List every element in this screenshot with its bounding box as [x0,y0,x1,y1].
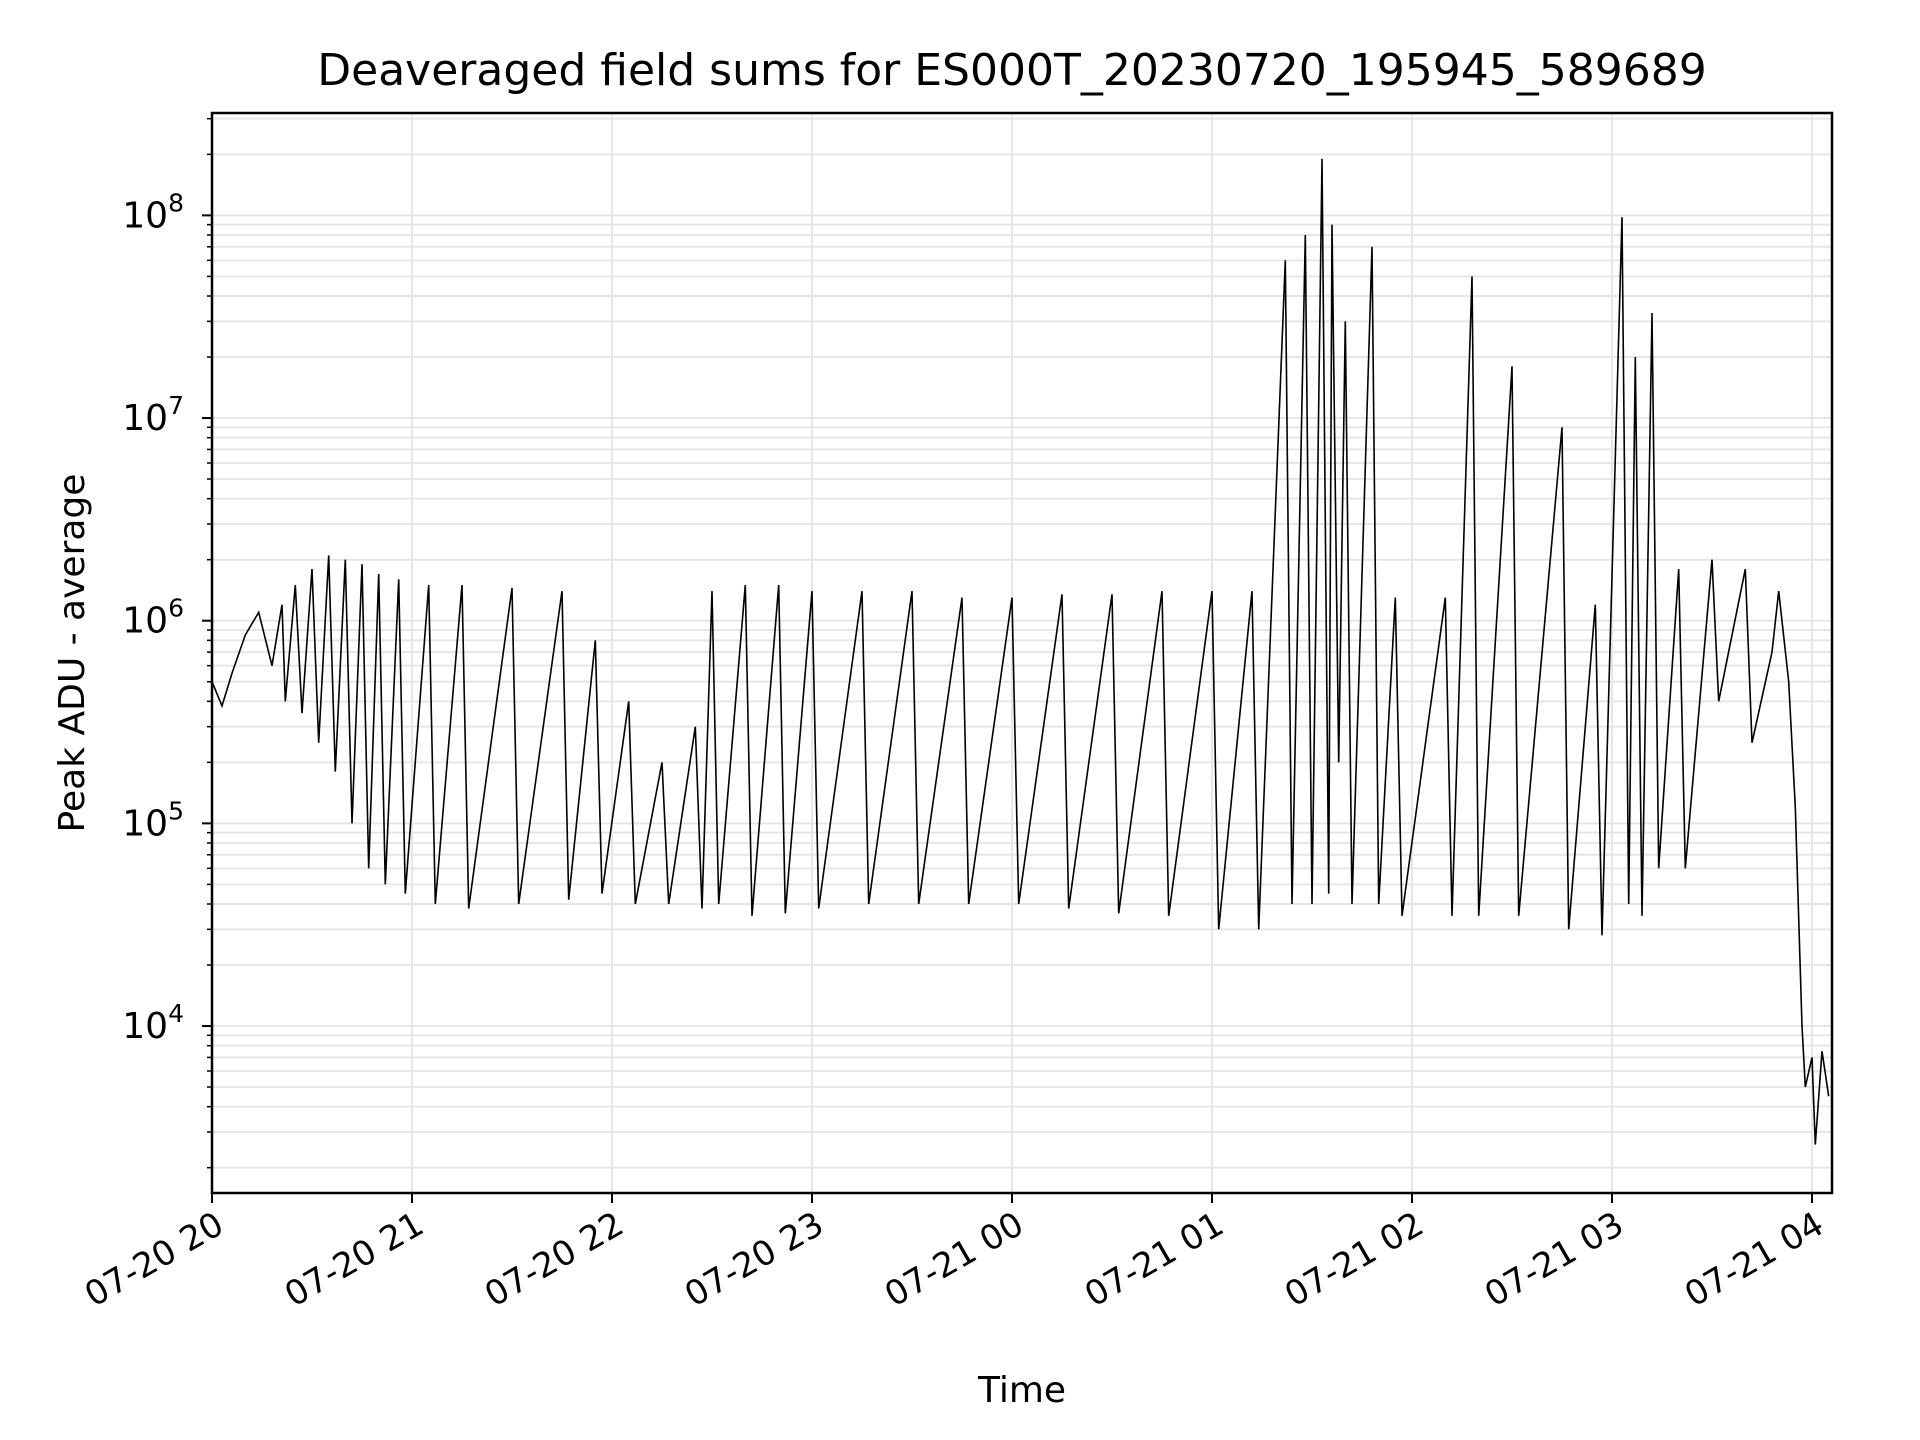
y-tick-exponent: 7 [168,391,184,420]
y-tick-exponent: 4 [168,999,184,1028]
series-line [211,158,1830,1145]
data-layer [211,158,1830,1145]
y-tick-base: 10 [122,803,168,844]
plot-frame [210,111,1834,1195]
y-tick-base: 10 [122,601,168,642]
y-tick-base: 10 [122,1006,168,1047]
y-tick-base: 10 [122,195,168,236]
y-tick-label: 108 [122,188,184,236]
y-tick-label: 104 [122,999,184,1047]
y-tick-exponent: 6 [168,594,184,623]
chart-title: Deaveraged field sums for ES000T_2023072… [317,45,1706,96]
y-tick-label: 107 [122,391,184,439]
y-tick-exponent: 5 [168,796,184,825]
x-axis-label: Time [977,1370,1066,1411]
y-tick-exponent: 8 [168,188,184,217]
y-tick-label: 105 [122,796,184,844]
y-tick-label: 106 [122,594,184,642]
y-tick-base: 10 [122,398,168,439]
y-axis-label: Peak ADU - average [52,474,93,833]
